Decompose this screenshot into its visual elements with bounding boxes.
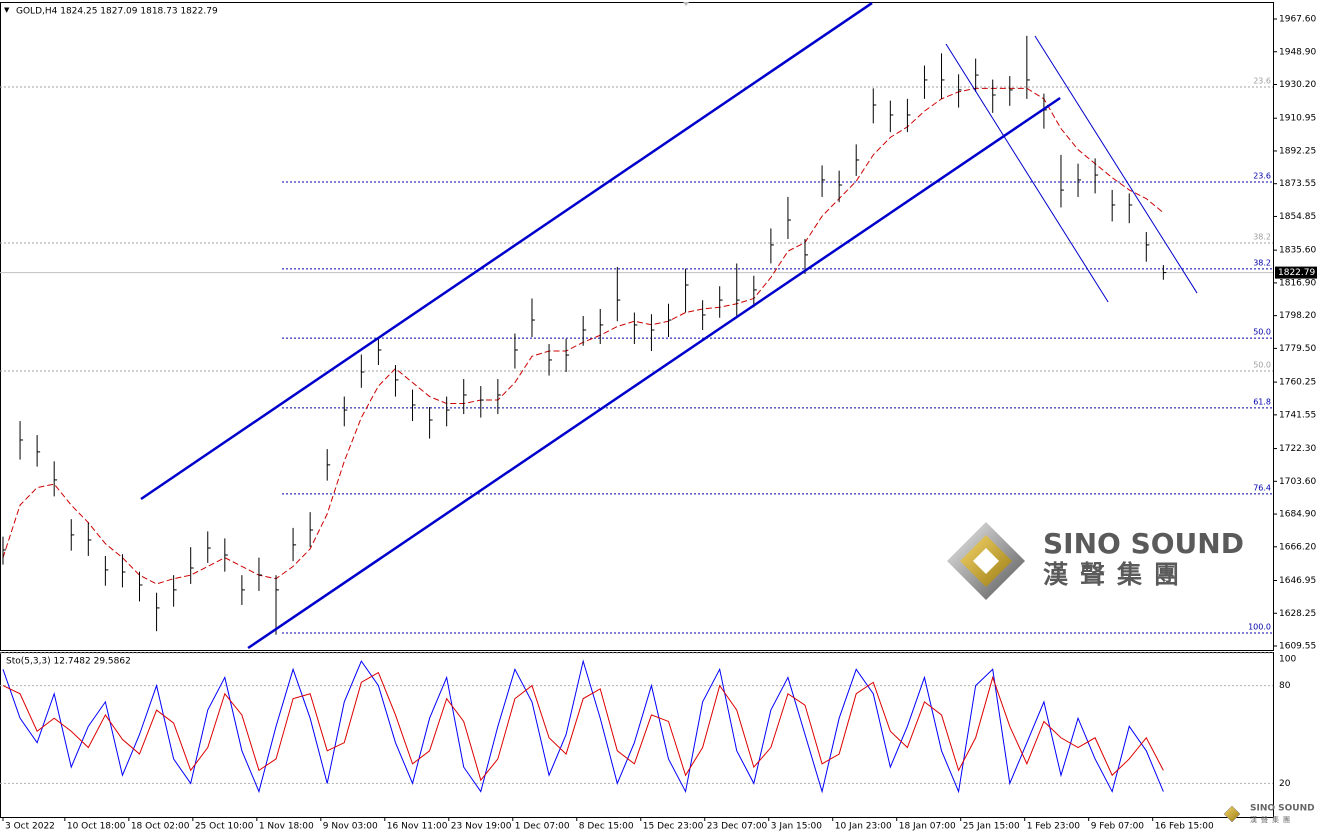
x-tick-label: 15 Dec 23:00 (643, 822, 704, 832)
logo-core (973, 548, 999, 574)
channel-line (247, 96, 1061, 650)
y-tick-label: 100 (1279, 655, 1296, 665)
y-tick-label: 1835.60 (1279, 246, 1316, 256)
oscillator-line (2, 671, 1164, 782)
chart-title: GOLD,H4 1824.25 1827.09 1818.73 1822.79 (16, 7, 218, 17)
x-tick-label: 25 Oct 10:00 (195, 822, 254, 832)
y-tick-label: 1948.90 (1279, 47, 1316, 57)
x-tick-label: 23 Nov 19:00 (451, 822, 512, 832)
y-tick-label: 1628.25 (1279, 609, 1316, 619)
y-tick-label: 1722.30 (1279, 444, 1316, 454)
x-tick-label: 8 Dec 15:00 (579, 822, 634, 832)
y-tick-label: 1873.55 (1279, 179, 1316, 189)
logo: SINO SOUND 漢聲集團 (947, 522, 1244, 600)
fib-label: 61.8 (1253, 397, 1271, 406)
fib-label: 50.0 (1253, 328, 1271, 337)
y-tick-label: 20 (1279, 779, 1291, 789)
current-price-label: 1822.79 (1278, 268, 1315, 278)
y-tick-label: 1910.95 (1279, 114, 1316, 124)
current-price-tag (1275, 266, 1317, 279)
x-tick-label: 1 Dec 07:00 (515, 822, 570, 832)
fib-label: 23.6 (1253, 172, 1271, 181)
trend-line (1034, 35, 1198, 294)
small-logo-diamond (1223, 805, 1241, 823)
x-tick-label: 18 Oct 02:00 (131, 822, 190, 832)
fib-label: 38.2 (1253, 258, 1271, 267)
shift-marker (683, 2, 689, 6)
x-tick-label: 3 Oct 2022 (5, 822, 55, 832)
main-panel (0, 2, 1274, 651)
y-tick-label: 1798.20 (1279, 311, 1316, 321)
small-logo-subtitle: 漢聲集團 (1250, 815, 1294, 824)
price-plot (0, 2, 1273, 650)
oscillator-plot (0, 652, 1273, 794)
fib-label: 100.0 (1248, 622, 1271, 631)
small-logo-name: SINO SOUND (1250, 804, 1315, 814)
y-tick-label: 1930.20 (1279, 80, 1316, 90)
logo-name: SINO SOUND (1043, 527, 1244, 560)
small-logo: SINO SOUND 漢聲集團 (1223, 804, 1315, 824)
x-tick-label: 1 Nov 18:00 (259, 822, 314, 832)
y-tick-label: 1684.90 (1279, 510, 1316, 520)
y-tick-label: 1892.25 (1279, 146, 1316, 156)
x-tick-label: 9 Feb 07:00 (1091, 822, 1145, 832)
x-tick-label: 10 Jan 23:00 (835, 822, 892, 832)
x-tick-label: 18 Jan 07:00 (899, 822, 956, 832)
x-tick-label: 9 Nov 03:00 (323, 822, 378, 832)
x-tick-label: 10 Oct 18:00 (67, 822, 126, 832)
fib-label: 50.0 (1253, 360, 1271, 369)
y-tick-label: 1816.90 (1279, 278, 1316, 288)
y-tick-label: 1760.25 (1279, 378, 1316, 388)
y-tick-label: 1779.50 (1279, 344, 1316, 354)
logo-subtitle: 漢聲集團 (1043, 560, 1191, 589)
y-tick-label: 80 (1279, 681, 1291, 691)
x-tick-label: 16 Nov 11:00 (387, 822, 448, 832)
y-tick-label: 1703.60 (1279, 477, 1316, 487)
x-tick-label: 3 Jan 15:00 (771, 822, 823, 832)
y-tick-label: 1646.95 (1279, 576, 1316, 586)
y-tick-label: 1854.85 (1279, 212, 1316, 222)
oscillator-title: Sto(5,3,3) 12.7482 29.5862 (6, 657, 131, 667)
y-tick-label: 1967.60 (1279, 15, 1316, 25)
channel-line (140, 2, 873, 501)
fib-label: 76.4 (1253, 483, 1271, 492)
menu-arrow[interactable]: ▼ (4, 6, 10, 14)
x-tick-label: 23 Dec 07:00 (707, 822, 768, 832)
y-tick-label: 1609.55 (1279, 642, 1316, 652)
y-tick-label: 1666.20 (1279, 542, 1316, 552)
y-tick-label: 1741.55 (1279, 410, 1316, 420)
x-tick-label: 1 Feb 23:00 (1027, 822, 1081, 832)
trend-line (945, 43, 1109, 303)
x-tick-label: 25 Jan 15:00 (963, 822, 1020, 832)
fib-label: 38.2 (1253, 232, 1271, 241)
fib-label: 23.6 (1253, 76, 1271, 85)
oscillator-line (2, 659, 1164, 794)
x-tick-label: 16 Feb 15:00 (1155, 822, 1214, 832)
